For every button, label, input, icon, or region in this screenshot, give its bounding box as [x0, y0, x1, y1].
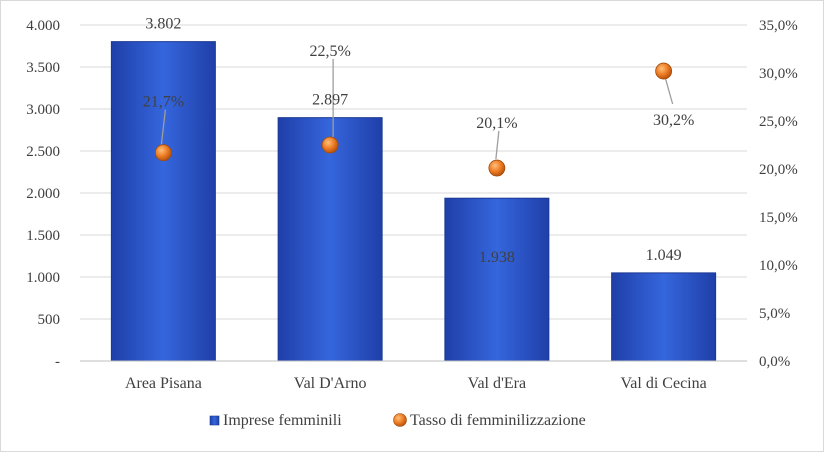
y-left-tick-label: - [55, 354, 60, 370]
leader-line [664, 78, 674, 105]
legend-swatch-bar [209, 415, 220, 426]
bar [444, 197, 550, 362]
x-tick-label: Area Pisana [125, 375, 202, 392]
y-left-tick-label: 2.000 [26, 186, 60, 202]
bar [611, 272, 717, 362]
y-right-tick-label: 5,0% [759, 306, 790, 322]
y-right-tick-label: 0,0% [759, 354, 790, 370]
leader-lines [160, 59, 674, 160]
x-tick-label: Val d'Era [468, 375, 526, 392]
bar-value-label: 1.049 [646, 247, 682, 264]
y-right-tick-label: 25,0% [759, 114, 798, 130]
y-left-tick-label: 1.500 [26, 228, 60, 244]
leader-line [160, 109, 167, 145]
leader-line [495, 130, 500, 160]
x-tick-label: Val di Cecina [621, 375, 707, 392]
y-left-tick-label: 3.500 [26, 60, 60, 76]
y-right-tick-label: 30,0% [759, 66, 798, 82]
x-tick-label: Val D'Arno [294, 375, 367, 392]
y-right-tick-label: 10,0% [759, 258, 798, 274]
legend-label: Tasso di femminilizzazione [410, 412, 586, 429]
y-right-tick-label: 20,0% [759, 162, 798, 178]
y-left-tick-label: 1.000 [26, 270, 60, 286]
scatter-point [321, 136, 339, 154]
bar [277, 117, 383, 362]
axes: - 500 1.000 1.500 2.000 2.500 3.000 3.500 4.000 0… [26, 18, 798, 392]
y-right-tick-label: 15,0% [759, 210, 798, 226]
data-labels: 3.802 2.897 1.938 1.049 21,7% 22,5% 20,1% 30,2% [143, 16, 695, 267]
scatter-point [655, 62, 673, 80]
bar-value-label: 3.802 [145, 16, 181, 33]
point-value-label: 21,7% [143, 94, 184, 111]
legend: Imprese femminili Tasso di femminilizzazi… [209, 412, 586, 429]
y-right-tick-label: 35,0% [759, 18, 798, 34]
scatter-series [154, 62, 673, 177]
y-left-tick-label: 4.000 [26, 18, 60, 34]
legend-swatch-point [393, 413, 407, 427]
bar [110, 41, 216, 362]
point-value-label: 30,2% [653, 112, 694, 129]
legend-label: Imprese femminili [223, 412, 342, 429]
bar-series [110, 41, 717, 362]
y-left-tick-label: 3.000 [26, 102, 60, 118]
scatter-point [154, 144, 172, 162]
point-value-label: 22,5% [309, 43, 350, 60]
y-left-tick-label: 2.500 [26, 144, 60, 160]
point-value-label: 20,1% [476, 115, 517, 132]
y-left-tick-label: 500 [38, 312, 61, 328]
scatter-point [488, 159, 506, 177]
bar-value-label: 1.938 [479, 249, 515, 266]
bar-value-label: 2.897 [312, 92, 348, 109]
